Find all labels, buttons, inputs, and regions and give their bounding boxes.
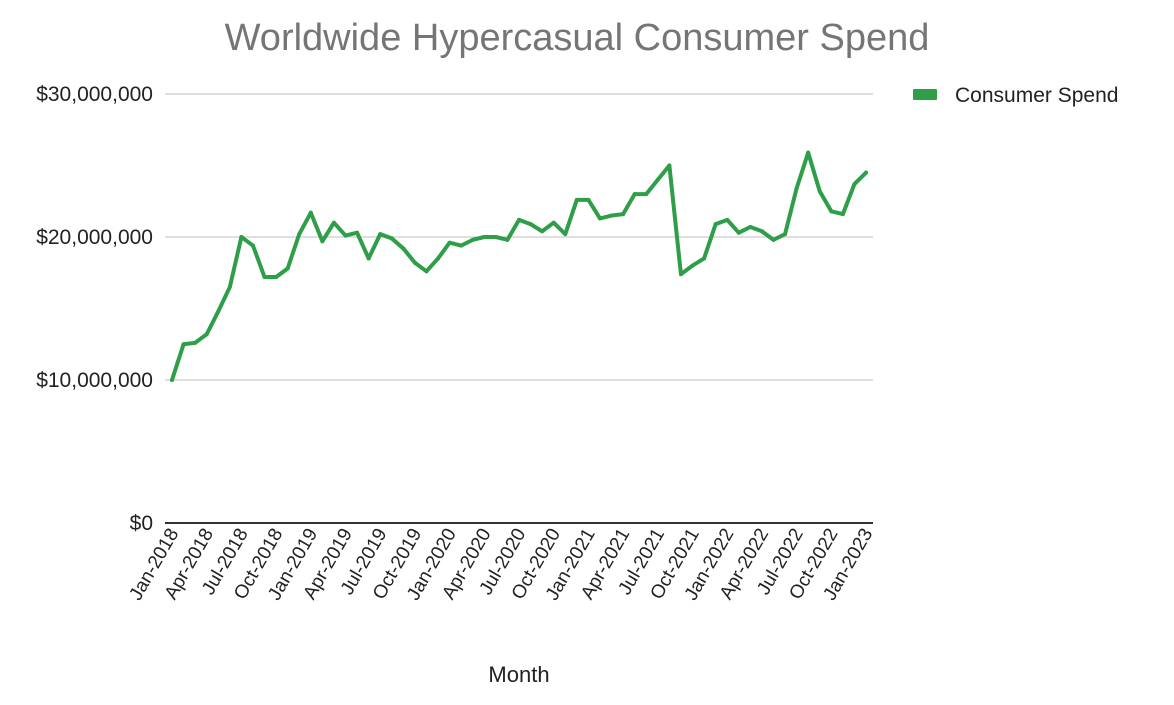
data-point xyxy=(181,342,186,347)
data-point xyxy=(540,229,545,234)
data-point xyxy=(644,192,649,197)
data-point xyxy=(829,209,834,214)
data-point xyxy=(586,197,591,202)
data-point xyxy=(401,246,406,251)
data-point xyxy=(736,230,741,235)
data-point xyxy=(378,232,383,237)
y-tick-label: $10,000,000 xyxy=(36,369,153,392)
data-point xyxy=(852,182,857,187)
data-point xyxy=(239,235,244,239)
data-point xyxy=(366,256,371,261)
x-axis-title: Month xyxy=(488,662,549,687)
y-tick-label: $0 xyxy=(130,512,153,535)
legend: Consumer Spend xyxy=(913,84,1118,107)
data-point xyxy=(424,269,429,274)
data-point xyxy=(597,216,602,221)
data-point xyxy=(621,212,626,217)
data-point xyxy=(436,256,441,261)
data-point xyxy=(320,239,325,244)
data-point xyxy=(759,229,764,234)
data-point xyxy=(551,220,556,225)
legend-swatch xyxy=(913,89,937,100)
data-point xyxy=(459,243,464,248)
y-tick-label: $20,000,000 xyxy=(36,226,153,249)
series-line-consumer-spend xyxy=(170,150,868,382)
data-point xyxy=(690,263,695,268)
data-point xyxy=(609,213,614,218)
data-point xyxy=(193,340,198,345)
data-point xyxy=(817,189,822,194)
data-point xyxy=(447,240,452,245)
y-axis-ticks: $0 $10,000,000 $20,000,000 $30,000,000 xyxy=(36,83,153,535)
y-tick-label: $30,000,000 xyxy=(36,83,153,106)
data-point xyxy=(783,232,788,237)
data-point xyxy=(517,217,521,222)
series-group xyxy=(170,150,868,382)
data-point xyxy=(262,275,267,280)
data-point xyxy=(794,186,799,191)
data-point xyxy=(331,220,336,225)
data-point xyxy=(702,256,707,261)
data-point xyxy=(667,163,672,168)
data-point xyxy=(806,150,811,155)
data-point xyxy=(563,232,568,237)
data-point xyxy=(678,272,683,277)
data-point xyxy=(528,222,533,227)
data-point xyxy=(250,243,255,248)
data-point xyxy=(748,224,753,229)
data-point xyxy=(389,236,394,241)
x-axis-ticks: Jan-2018Apr-2018Jul-2018Oct-2018Jan-2019… xyxy=(126,525,878,604)
data-point xyxy=(713,222,718,227)
data-point xyxy=(355,230,360,235)
data-point xyxy=(285,266,290,271)
data-point xyxy=(274,275,279,280)
data-point xyxy=(227,285,232,290)
chart-title: Worldwide Hypercasual Consumer Spend xyxy=(225,17,930,59)
data-point xyxy=(505,237,510,242)
data-point xyxy=(297,232,302,237)
data-point xyxy=(493,235,498,239)
data-point xyxy=(840,212,845,217)
data-point xyxy=(204,332,209,337)
data-point xyxy=(216,309,221,314)
data-point xyxy=(470,237,475,242)
data-point xyxy=(632,192,637,197)
data-point xyxy=(308,210,313,215)
data-point xyxy=(864,170,868,175)
data-point xyxy=(725,217,730,222)
data-point xyxy=(482,235,487,239)
gridlines xyxy=(165,93,873,381)
data-point xyxy=(343,233,348,238)
data-point xyxy=(574,197,579,202)
legend-label: Consumer Spend xyxy=(955,84,1118,107)
data-point xyxy=(412,260,417,265)
data-point xyxy=(655,177,660,182)
data-point xyxy=(771,237,776,242)
data-point xyxy=(170,378,174,382)
